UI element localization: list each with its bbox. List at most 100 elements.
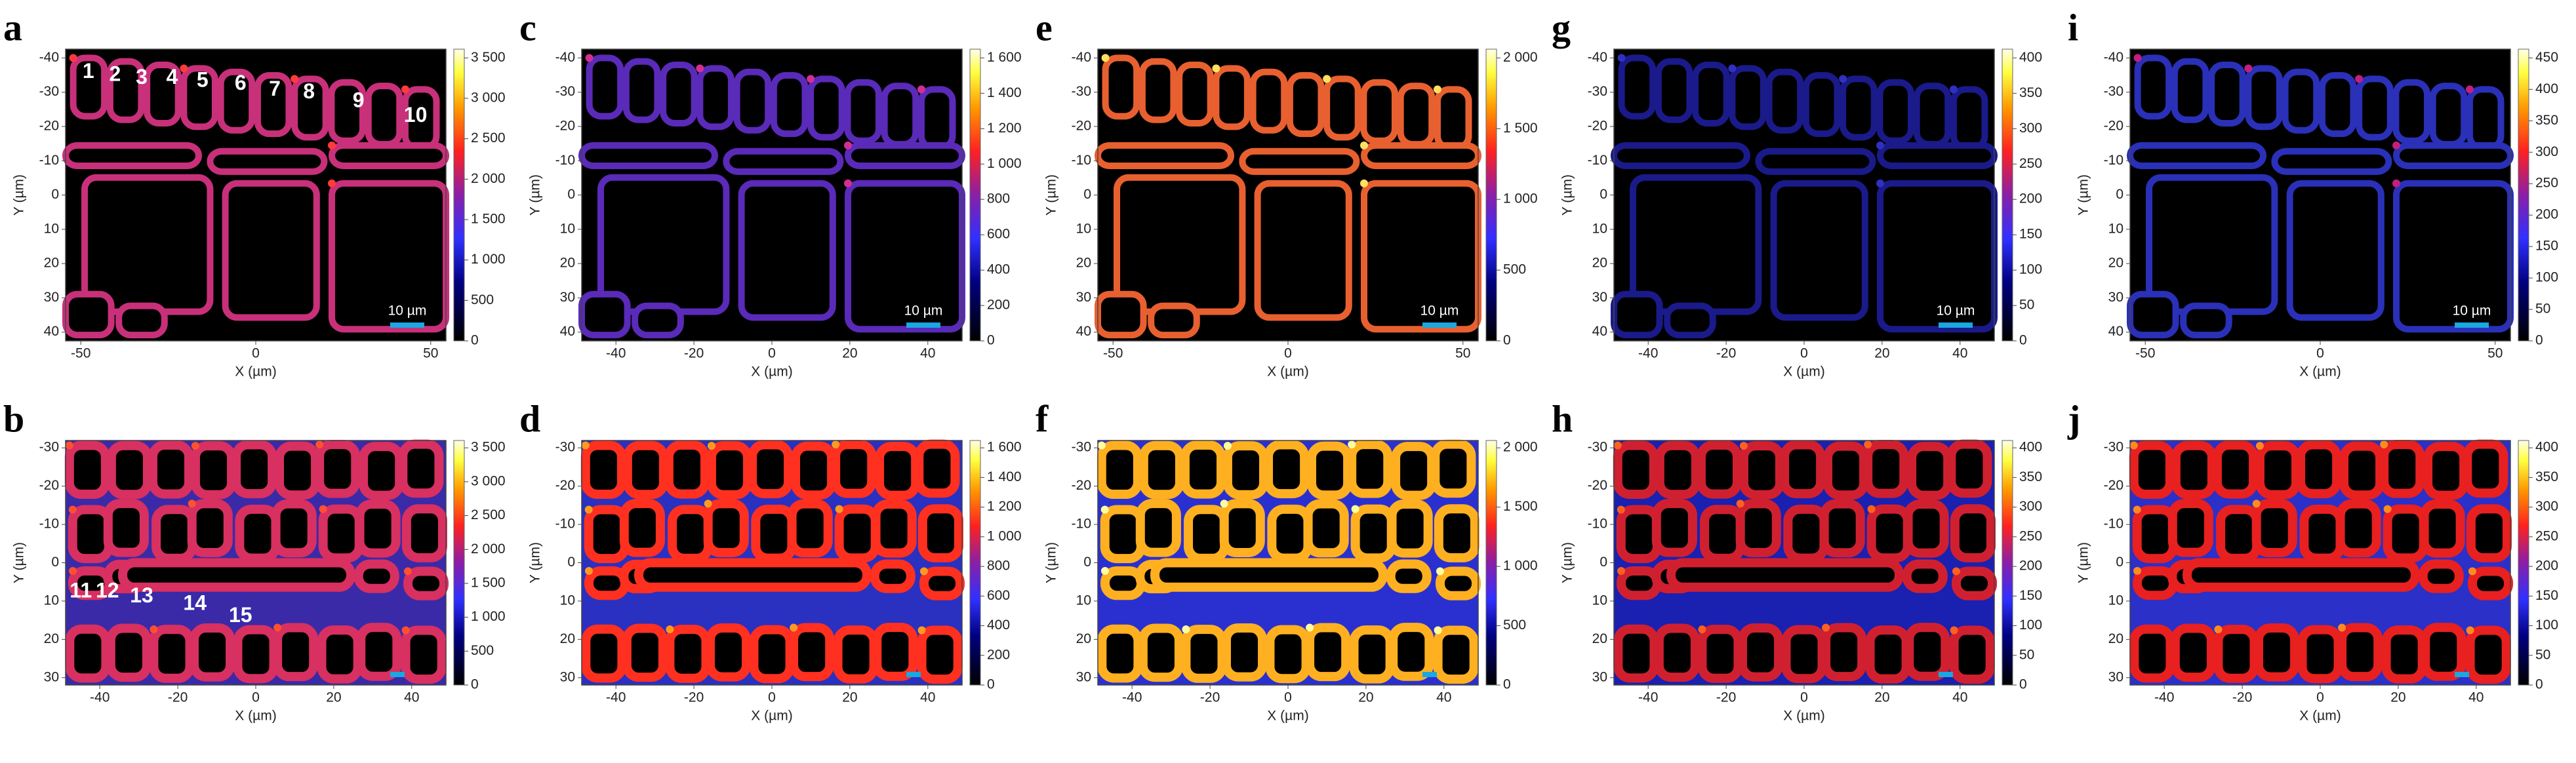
y-tick-label: 0 [1600,187,1607,202]
y-tick-label: -30 [1072,84,1091,99]
panel: c 10 µm -40 -20 0 20 40 X (µm) -40 -30 -20 -10 0 10 20… [519,6,1022,379]
panel: i 10 µm -50 0 50 X (µm) -40 -30 -20 -10 0 10 20 30 40 Y… [2068,6,2558,379]
cell-wall [2466,86,2505,151]
cell-wall [1781,625,1827,684]
panel-letter: c [519,6,536,49]
cell-wall [578,142,718,170]
cell-wall [1213,65,1251,130]
cell-wall [1877,142,1998,170]
colorbar-tick-label: 400 [2535,81,2558,96]
cell-wall [622,623,668,682]
colorbar-tick-label: 600 [987,227,1010,242]
colorbar-tick-label: 2 000 [471,541,506,557]
hotspot [1617,505,1625,514]
cell-wall [1181,625,1227,683]
hotspot [1950,626,1958,635]
cell-wall [696,65,735,130]
hotspot [1101,54,1110,62]
colorbar-tick-label: 500 [1503,617,1526,633]
cell-wall [118,558,355,592]
x-tick-label: 50 [2487,346,2503,361]
hotspot [790,623,798,632]
y-tick-label: 10 [2108,221,2123,236]
panel: b 11 12 13 14 15 -40 -20 0 20 40 X (µm) -30 -20 -10 0 10… [3,397,506,723]
cell-wall [1360,79,1398,144]
x-tick-label: 50 [1455,346,1470,361]
y-tick-label: -20 [39,478,59,493]
cell-wall [578,290,631,339]
cell-label: 6 [235,71,247,94]
y-tick-label: -30 [2104,440,2123,455]
cell-wall [106,58,145,123]
cell-wall [2282,68,2320,134]
cell-wall [235,504,281,563]
cell-wall [274,441,321,500]
colorbar [1485,49,1497,342]
cell-wall [2356,75,2394,141]
hotspot [1100,566,1109,575]
x-tick-label: 20 [1358,690,1373,705]
colorbar-tick-label: 0 [2535,677,2543,692]
y-tick-label: 20 [1592,631,1607,646]
colorbar-tick-label: 300 [2535,144,2558,159]
x-axis-label: X (µm) [1267,364,1308,380]
hotspot [2355,75,2364,83]
cell-label: 8 [303,79,315,103]
hotspot [2252,499,2261,508]
y-tick-label: -30 [1072,440,1091,455]
cell-wall [787,499,833,558]
cell-wall [356,623,402,681]
colorbar-tick-label: 0 [2019,333,2027,348]
cell-label: 9 [353,88,365,112]
colorbar-tick-label: 1 500 [471,212,506,227]
hotspot [68,505,77,514]
y-tick-label: 20 [44,631,59,646]
cell-wall [1655,440,1701,499]
scale-bar [2455,672,2469,677]
colorbar [2002,49,2013,342]
panel-letter: i [2068,6,2078,49]
cell-wall [2393,142,2514,170]
cell-wall [62,142,202,170]
hotspot [835,505,843,513]
cell-wall [1700,505,1746,563]
colorbar-tick-label: 2 000 [1503,50,1538,65]
cell-wall [318,504,364,563]
colorbar-tick-label: 50 [2535,302,2550,317]
hotspot [844,179,852,187]
panel: h -40 -20 0 20 40 X (µm) -30 -20 -10 0 10 20 30 Y (µm)… [1552,397,2042,723]
colorbar-tick-label: 150 [2535,588,2558,603]
hotspot [1348,440,1356,449]
y-tick-label: -40 [555,50,575,65]
y-tick-label: -20 [2104,478,2123,493]
cell-wall [748,440,794,499]
cell-wall [1729,65,1767,130]
cell-wall [1095,290,1147,339]
colorbar-tick-label: 150 [2019,588,2042,603]
cell-wall [1696,440,1742,499]
panel: e 10 µm -50 0 50 X (µm) -40 -30 -20 -10 0 10 20 30 40 Y… [1036,6,1538,379]
cell-wall [1611,290,1663,339]
panel: j -40 -20 0 20 40 X (µm) -30 -20 -10 0 10 20 30 Y (µm)… [2067,397,2558,723]
scale-bar [906,323,940,328]
colorbar-tick-label: 2 500 [471,507,506,522]
hotspot [68,566,77,575]
panel: g 10 µm -40 -20 0 20 40 X (µm) -40 -30 -20 -10 0 10 20… [1552,6,2042,379]
y-axis-label: Y (µm) [1560,174,1575,216]
cell-wall [1135,499,1181,557]
y-tick-label: 10 [1076,221,1091,236]
x-axis-label: X (µm) [751,364,792,380]
colorbar-tick-label: 50 [2019,647,2034,662]
cell-wall [2421,623,2466,681]
hotspot [1822,623,1830,632]
colorbar-tick-label: 3 500 [471,50,506,65]
hotspot [188,499,196,508]
x-tick-label: 0 [252,690,260,705]
cell-wall [1651,499,1697,557]
cell-label: 7 [269,77,281,100]
y-tick-label: 30 [1076,290,1091,305]
y-tick-label: -10 [1588,517,1607,532]
y-tick-label: 30 [1076,669,1091,684]
hotspot [1864,440,1872,449]
cell-wall [1391,442,1437,500]
